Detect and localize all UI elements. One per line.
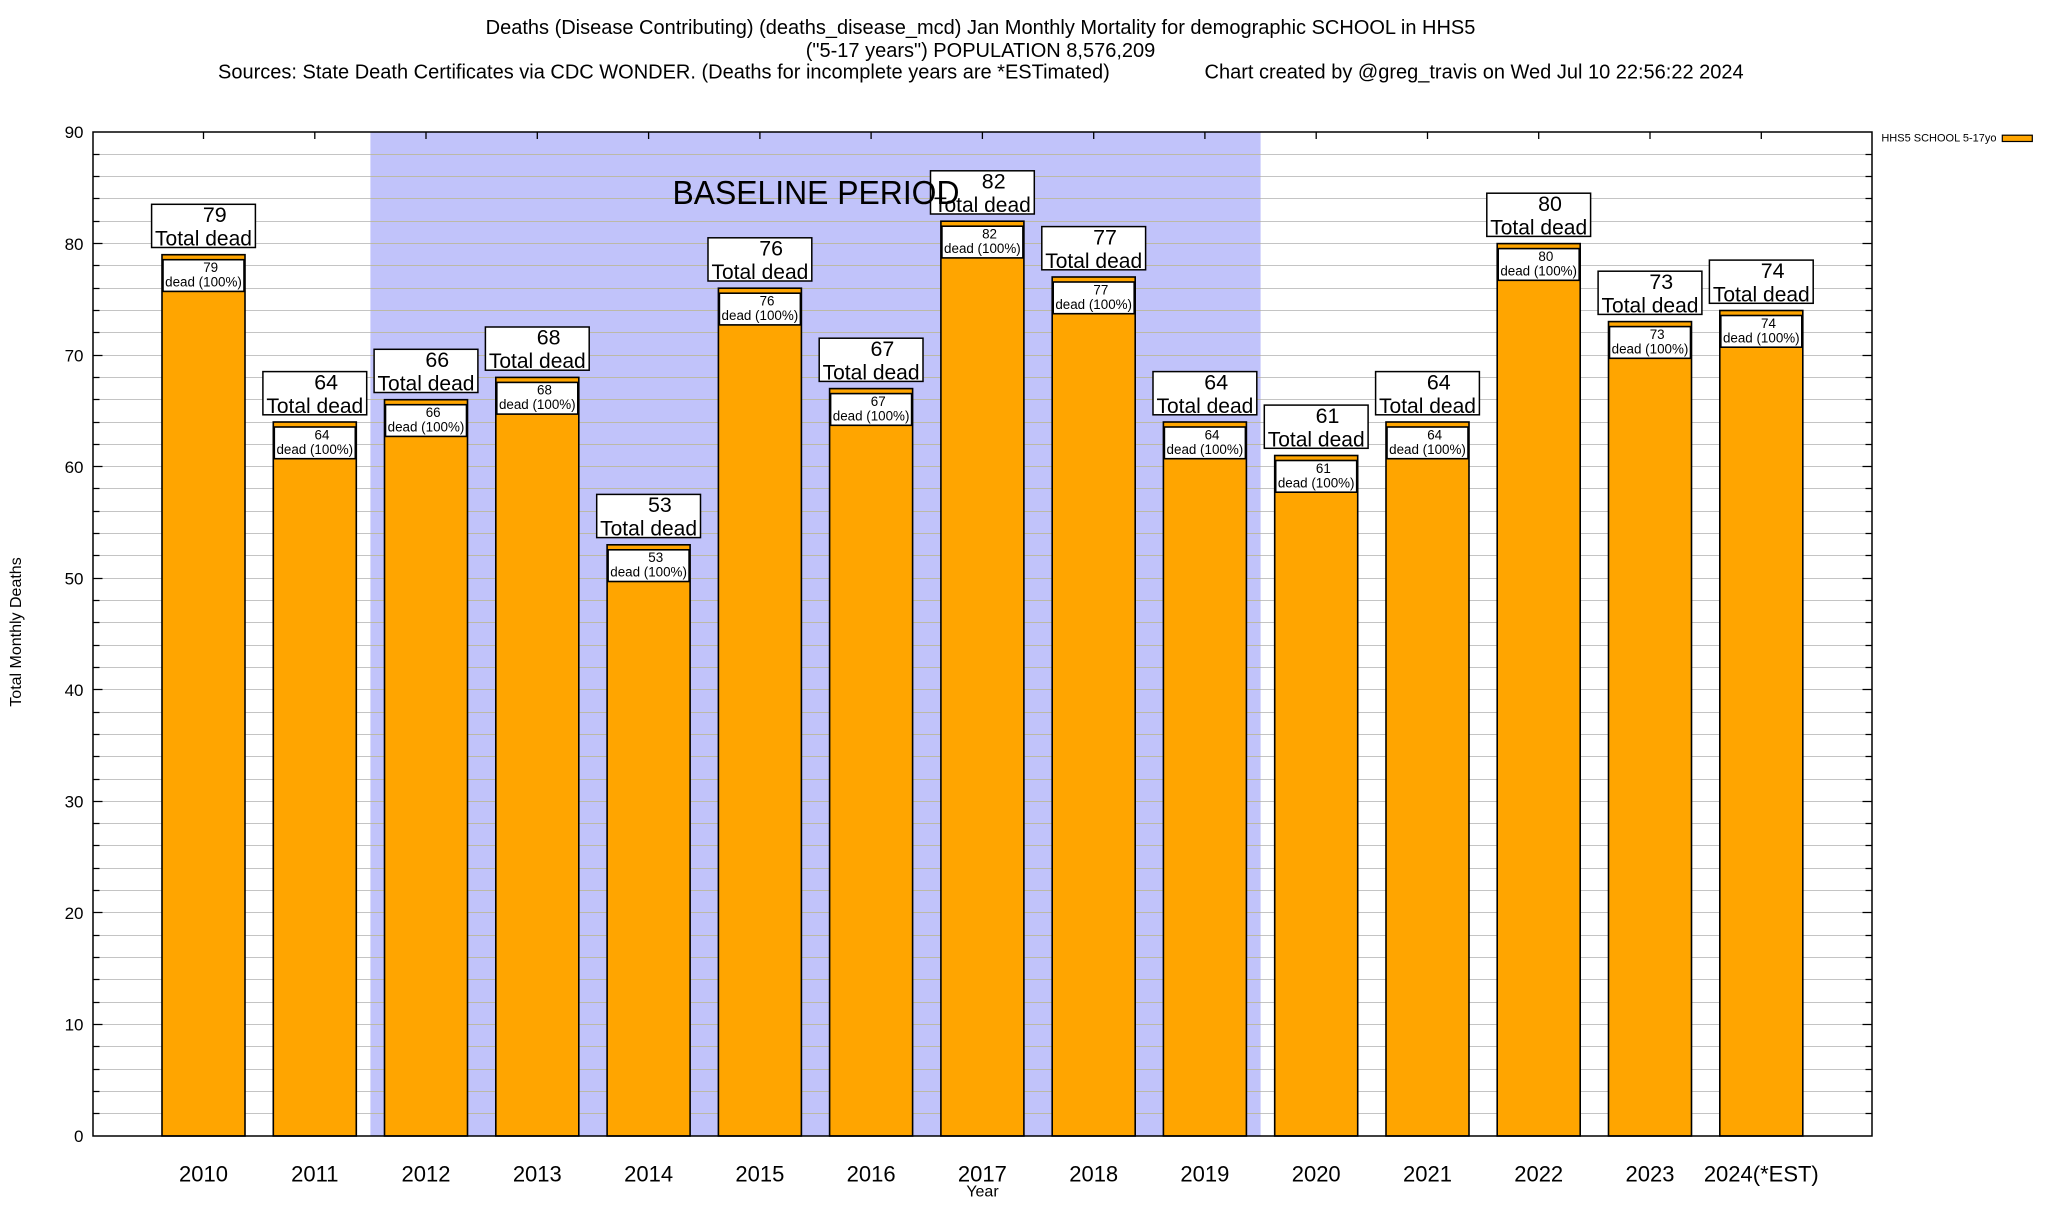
svg-text:90: 90: [65, 123, 84, 142]
svg-text:2016: 2016: [847, 1162, 896, 1187]
svg-text:dead (100%): dead (100%): [722, 308, 799, 323]
svg-text:dead (100%): dead (100%): [1278, 475, 1355, 490]
svg-text:64: 64: [315, 427, 330, 442]
svg-text:66: 66: [425, 348, 449, 372]
svg-text:2012: 2012: [402, 1162, 451, 1187]
svg-text:Total Monthly Deaths: Total Monthly Deaths: [8, 557, 25, 706]
svg-text:50: 50: [65, 569, 84, 588]
svg-text:73: 73: [1649, 270, 1673, 294]
svg-text:Total dead: Total dead: [934, 194, 1031, 217]
svg-text:Chart created by @greg_travis: Chart created by @greg_travis on Wed Jul…: [1205, 62, 1744, 84]
svg-text:64: 64: [1427, 427, 1442, 442]
svg-text:67: 67: [871, 394, 886, 409]
svg-text:Total dead: Total dead: [1045, 250, 1142, 273]
svg-text:2017: 2017: [958, 1162, 1007, 1187]
svg-text:10: 10: [65, 1016, 84, 1035]
svg-text:2014: 2014: [624, 1162, 673, 1187]
svg-text:dead (100%): dead (100%): [1389, 442, 1466, 457]
svg-text:Total dead: Total dead: [489, 350, 586, 373]
svg-text:80: 80: [65, 235, 84, 254]
svg-text:74: 74: [1761, 259, 1785, 283]
svg-text:Total dead: Total dead: [1156, 395, 1253, 418]
svg-text:Total dead: Total dead: [155, 228, 252, 251]
svg-text:80: 80: [1538, 249, 1553, 264]
svg-text:2013: 2013: [513, 1162, 562, 1187]
svg-text:2023: 2023: [1626, 1162, 1675, 1187]
svg-text:79: 79: [203, 203, 227, 227]
svg-text:("5-17 years") POPULATION 8,57: ("5-17 years") POPULATION 8,576,209: [806, 40, 1156, 62]
svg-text:HHS5 SCHOOL 5-17yo: HHS5 SCHOOL 5-17yo: [1881, 132, 1996, 144]
svg-text:Total dead: Total dead: [1268, 428, 1365, 451]
svg-text:2015: 2015: [735, 1162, 784, 1187]
svg-text:64: 64: [1205, 427, 1220, 442]
svg-text:61: 61: [1316, 461, 1331, 476]
svg-text:dead (100%): dead (100%): [1167, 442, 1244, 457]
svg-text:dead (100%): dead (100%): [388, 420, 465, 435]
svg-text:Total dead: Total dead: [266, 395, 363, 418]
svg-text:60: 60: [65, 458, 84, 477]
svg-text:dead (100%): dead (100%): [610, 565, 687, 580]
svg-text:30: 30: [65, 793, 84, 812]
svg-text:79: 79: [203, 260, 218, 275]
svg-text:dead (100%): dead (100%): [1723, 330, 1800, 345]
svg-text:74: 74: [1761, 316, 1776, 331]
svg-text:2020: 2020: [1292, 1162, 1341, 1187]
svg-text:76: 76: [759, 237, 783, 261]
svg-text:Total dead: Total dead: [600, 518, 697, 541]
svg-text:Total dead: Total dead: [823, 361, 920, 384]
svg-text:73: 73: [1650, 327, 1665, 342]
svg-text:BASELINE PERIOD: BASELINE PERIOD: [673, 174, 960, 211]
svg-text:Total dead: Total dead: [711, 261, 808, 284]
svg-text:dead (100%): dead (100%): [833, 408, 910, 423]
svg-text:2010: 2010: [179, 1162, 228, 1187]
svg-text:53: 53: [648, 493, 672, 517]
svg-text:2021: 2021: [1403, 1162, 1452, 1187]
svg-text:Total dead: Total dead: [1490, 216, 1587, 239]
svg-text:dead (100%): dead (100%): [499, 397, 576, 412]
svg-text:61: 61: [1316, 404, 1340, 428]
svg-text:20: 20: [65, 904, 84, 923]
svg-text:dead (100%): dead (100%): [944, 241, 1021, 256]
svg-text:Total dead: Total dead: [378, 373, 475, 396]
svg-text:2022: 2022: [1514, 1162, 1563, 1187]
svg-text:dead (100%): dead (100%): [165, 275, 242, 290]
svg-text:68: 68: [537, 326, 561, 350]
svg-text:2011: 2011: [291, 1162, 338, 1187]
svg-text:dead (100%): dead (100%): [1612, 341, 1689, 356]
svg-text:80: 80: [1538, 192, 1562, 216]
svg-text:dead (100%): dead (100%): [1055, 297, 1132, 312]
svg-text:2024(*EST): 2024(*EST): [1704, 1162, 1819, 1187]
svg-text:66: 66: [426, 405, 441, 420]
svg-text:76: 76: [760, 294, 775, 309]
svg-text:0: 0: [74, 1127, 83, 1146]
svg-text:Deaths (Disease Contributing): Deaths (Disease Contributing) (deaths_di…: [486, 17, 1476, 39]
svg-text:82: 82: [982, 227, 997, 242]
svg-text:64: 64: [1427, 370, 1451, 394]
svg-text:64: 64: [1204, 370, 1228, 394]
svg-text:40: 40: [65, 681, 84, 700]
svg-text:77: 77: [1093, 282, 1108, 297]
svg-text:2019: 2019: [1180, 1162, 1229, 1187]
svg-text:Total dead: Total dead: [1602, 294, 1699, 317]
svg-text:2018: 2018: [1069, 1162, 1118, 1187]
svg-text:68: 68: [537, 383, 552, 398]
svg-text:Total dead: Total dead: [1379, 395, 1476, 418]
svg-text:Total dead: Total dead: [1713, 283, 1810, 306]
svg-text:67: 67: [871, 337, 895, 361]
svg-text:Year: Year: [966, 1183, 999, 1200]
svg-text:53: 53: [648, 550, 663, 565]
svg-text:70: 70: [65, 346, 84, 365]
svg-text:dead (100%): dead (100%): [1500, 263, 1577, 278]
svg-text:Sources: State Death Certifica: Sources: State Death Certificates via CD…: [218, 62, 1110, 84]
svg-text:64: 64: [314, 370, 338, 394]
svg-text:77: 77: [1093, 225, 1117, 249]
svg-text:82: 82: [982, 170, 1006, 194]
svg-text:dead (100%): dead (100%): [276, 442, 353, 457]
